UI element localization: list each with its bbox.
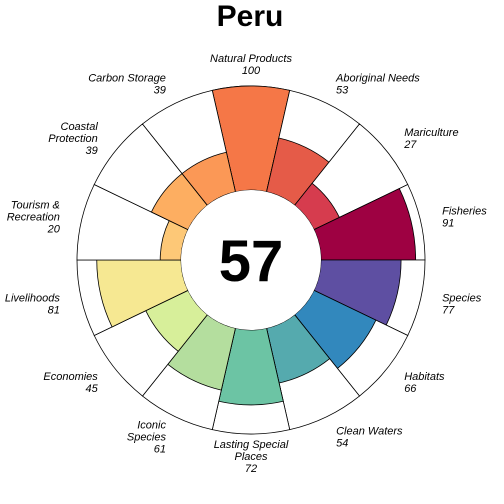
petal-label-livelihoods: Livelihoods 81 xyxy=(5,293,61,317)
center-circle xyxy=(181,190,321,330)
petal-name: Iconic xyxy=(137,420,166,432)
petal-label-carbon-storage: Carbon Storage 39 xyxy=(88,72,166,96)
petal-name: Carbon Storage xyxy=(88,72,166,84)
petal-value: 66 xyxy=(404,383,417,395)
petals-group xyxy=(76,85,426,435)
petal-label-clean-waters: Clean Waters 54 xyxy=(336,426,403,450)
petal-value: 61 xyxy=(154,444,166,456)
labels-group: Natural Products 100 Aboriginal Needs 53 Mar… xyxy=(5,53,487,475)
petal-label-mariculture: Mariculture 27 xyxy=(403,127,458,151)
petal-name: Natural Products xyxy=(210,53,292,65)
petal-value: 20 xyxy=(47,223,61,235)
petal-label-tourism-recreation: Tourism & Recreation 20 xyxy=(7,199,61,235)
petal-value: 27 xyxy=(403,139,417,151)
petal-name: Species xyxy=(127,432,167,444)
petal-label-natural-products: Natural Products 100 xyxy=(210,53,292,77)
petal-value: 39 xyxy=(86,145,98,157)
petal-name: Protection xyxy=(48,133,98,145)
petal-value: 39 xyxy=(154,84,166,96)
petal-name: Places xyxy=(234,451,268,463)
petal-name: Clean Waters xyxy=(336,426,403,438)
petal-value: 72 xyxy=(245,463,257,475)
petal-value: 53 xyxy=(336,84,349,96)
petal-name: Coastal xyxy=(61,121,99,133)
petal-name: Tourism & xyxy=(11,199,60,211)
petal-name: Mariculture xyxy=(404,127,458,139)
petal-name: Economies xyxy=(43,371,98,383)
petal-label-fisheries: Fisheries 91 xyxy=(442,205,487,229)
petal-name: Aboriginal Needs xyxy=(335,72,420,84)
petal-value: 54 xyxy=(336,438,348,450)
petal-label-lasting-special-places: Lasting Special Places 72 xyxy=(214,439,289,475)
petal-label-economies: Economies 45 xyxy=(43,371,98,395)
petal-label-coastal-protection: Coastal Protection 39 xyxy=(48,121,98,157)
petal-label-iconic-species: Iconic Species 61 xyxy=(127,420,167,456)
petal-value: 100 xyxy=(242,65,261,77)
petal-name: Fisheries xyxy=(442,205,487,217)
petal-name: Habitats xyxy=(404,371,445,383)
petal-label-aboriginal-needs: Aboriginal Needs 53 xyxy=(335,72,420,96)
petal-name: Species xyxy=(442,293,482,305)
petal-name: Lasting Special xyxy=(214,439,289,451)
petal-label-habitats: Habitats 66 xyxy=(404,371,445,395)
petal-value: 45 xyxy=(86,383,99,395)
petal-value: 81 xyxy=(48,305,60,317)
petal-name: Livelihoods xyxy=(5,293,61,305)
petal-name: Recreation xyxy=(7,211,60,223)
petal-label-species: Species 77 xyxy=(442,293,482,317)
petal-value: 91 xyxy=(442,217,454,229)
overall-score: 57 xyxy=(219,229,284,294)
chart-title: Peru xyxy=(217,0,284,33)
petal-value: 77 xyxy=(442,305,455,317)
